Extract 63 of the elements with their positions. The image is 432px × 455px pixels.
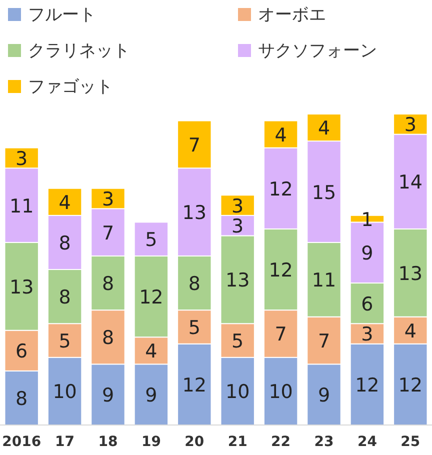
data-label: 10	[268, 381, 293, 404]
data-label: 9	[318, 384, 330, 407]
data-label: 7	[274, 324, 287, 346]
legend-label: サクソフォーン	[258, 41, 377, 61]
data-label: 8	[102, 273, 114, 296]
data-label: 12	[139, 286, 164, 309]
legend-label: フルート	[28, 5, 96, 25]
data-label: 13	[226, 270, 250, 292]
data-label: 5	[58, 330, 71, 352]
data-label: 15	[312, 182, 336, 204]
x-tick-label: 25	[400, 434, 420, 450]
data-label: 6	[16, 340, 28, 363]
x-tick-label: 18	[98, 434, 118, 450]
data-label: 9	[361, 242, 374, 265]
data-label: 4	[145, 340, 158, 363]
data-label: 6	[361, 293, 374, 316]
data-label: 4	[404, 320, 416, 342]
data-label: 11	[10, 195, 34, 218]
data-label: 12	[268, 178, 293, 200]
data-label: 3	[404, 114, 416, 136]
legend-label: ファゴット	[28, 77, 113, 97]
data-label: 14	[398, 172, 422, 194]
x-tick-label: 2016	[2, 434, 42, 450]
data-label: 5	[232, 330, 244, 352]
data-label: 9	[102, 384, 114, 407]
data-label: 11	[312, 270, 336, 292]
x-tick-label: 23	[314, 434, 334, 450]
x-tick-label: 21	[228, 434, 248, 450]
data-label: 12	[268, 260, 293, 282]
data-label: 10	[52, 381, 77, 404]
data-label: 8	[102, 327, 114, 350]
data-label: 7	[318, 330, 330, 352]
data-label: 8	[188, 273, 200, 296]
x-tick-label: 24	[357, 434, 378, 450]
data-label: 10	[226, 381, 250, 404]
data-label: 7	[188, 134, 200, 156]
data-label: 12	[355, 374, 380, 396]
data-label: 5	[188, 316, 200, 339]
data-label: 3	[102, 188, 114, 211]
x-tick-label: 22	[271, 434, 291, 450]
data-label: 7	[102, 222, 114, 244]
data-label: 8	[58, 286, 71, 309]
x-tick-label: 19	[141, 434, 161, 450]
data-label: 3	[232, 216, 244, 238]
data-label: 13	[182, 202, 206, 224]
data-label: 8	[16, 388, 28, 410]
data-label: 4	[274, 124, 287, 146]
legend-label: オーボエ	[258, 5, 326, 25]
data-label: 9	[145, 384, 158, 407]
data-label: 3	[361, 324, 374, 346]
x-tick-label: 20	[184, 434, 204, 450]
data-label: 5	[145, 229, 158, 252]
data-label: 13	[398, 262, 422, 285]
data-label: 3	[232, 195, 244, 218]
legend-label: クラリネット	[28, 41, 130, 61]
data-label: 12	[398, 374, 422, 396]
data-label: 4	[58, 192, 71, 214]
data-label: 13	[10, 276, 34, 298]
data-label: 8	[58, 232, 71, 254]
x-tick-label: 17	[55, 434, 75, 450]
data-label: 3	[16, 148, 28, 170]
data-label: 12	[182, 374, 206, 396]
data-label: 4	[318, 118, 330, 140]
